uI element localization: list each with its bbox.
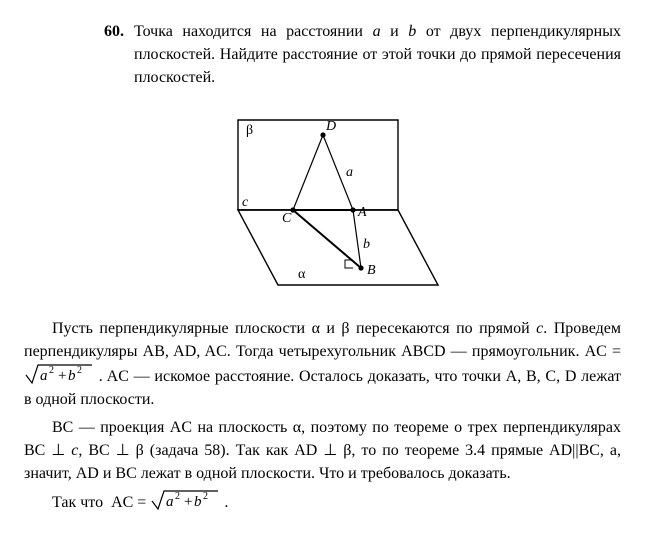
svg-text:2: 2 [77,365,82,376]
point-D [320,132,325,137]
label-alpha: α [298,267,306,282]
svg-text:2: 2 [49,365,54,376]
svg-text:b: b [194,494,202,510]
solution-para-1: Пусть перпендикулярные плоскости α и β п… [24,317,621,412]
label-side-a: a [346,165,353,180]
label-B: B [367,263,376,278]
svg-text:b: b [68,368,76,384]
sqrt-icon: a2+b2 [150,489,220,511]
point-A [350,207,355,212]
plane-beta [238,120,398,210]
label-side-b: b [363,237,370,252]
svg-text:a: a [166,494,174,510]
svg-text:+: + [58,368,66,384]
problem-number: 60. [24,20,124,43]
figure-container: β α c A B C D a b [24,100,621,307]
label-D: D [325,119,336,134]
label-c: c [242,195,249,210]
problem-statement: 60. Точка находится на расстоянии a и b … [24,20,621,90]
svg-text:a: a [40,368,48,384]
problem-text: Точка находится на расстоянии a и b от д… [134,20,621,90]
geometry-figure: β α c A B C D a b [198,100,448,300]
point-B [358,265,363,270]
solution-para-3: Так что AC = a2+b2 . [24,489,621,514]
svg-text:2: 2 [175,491,180,502]
svg-text:+: + [184,494,192,510]
svg-text:2: 2 [203,491,208,502]
label-beta: β [246,123,253,138]
label-C: C [282,211,292,226]
label-A: A [357,205,367,220]
sqrt-icon: a2+b2 [24,363,94,385]
solution-para-2: BC — проекция AC на плоскость α, поэтому… [24,416,621,486]
